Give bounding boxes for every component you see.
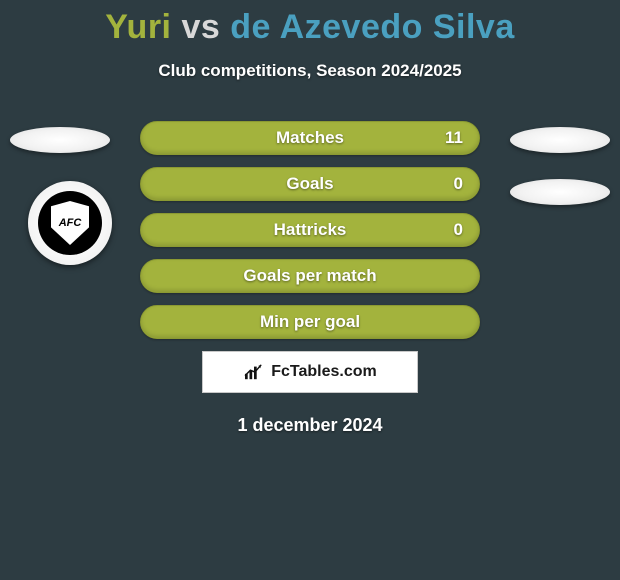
comparison-title: Yuri vs de Azevedo Silva	[0, 0, 620, 47]
stat-value: 11	[445, 128, 463, 148]
stat-label: Matches	[276, 128, 344, 148]
stat-bar: Goals per match	[140, 259, 480, 293]
player1-placeholder-pill	[10, 127, 110, 153]
stat-bar: Hattricks 0	[140, 213, 480, 247]
stat-value: 0	[454, 174, 463, 194]
brand-box[interactable]: FcTables.com	[202, 351, 418, 393]
club-shield-icon: AFC	[51, 201, 89, 245]
stat-bar: Matches 11	[140, 121, 480, 155]
brand-text: FcTables.com	[271, 363, 377, 381]
stat-label: Goals	[286, 174, 333, 194]
player1-name: Yuri	[105, 8, 171, 46]
stat-bar: Min per goal	[140, 305, 480, 339]
club-badge-inner: AFC	[38, 191, 102, 255]
player2-placeholder-pill-2	[510, 179, 610, 205]
snapshot-date: 1 december 2024	[0, 415, 620, 436]
stat-label: Hattricks	[274, 220, 347, 240]
subtitle: Club competitions, Season 2024/2025	[0, 61, 620, 81]
stat-label: Goals per match	[243, 266, 376, 286]
vs-text: vs	[181, 8, 220, 46]
stat-bars: Matches 11 Goals 0 Hattricks 0 Goals per match…	[140, 121, 480, 339]
stat-value: 0	[454, 220, 463, 240]
club-badge: AFC	[28, 181, 112, 265]
comparison-arena: AFC Matches 11 Goals 0 Hattricks 0 Goals per m…	[0, 121, 620, 436]
stat-bar: Goals 0	[140, 167, 480, 201]
player2-name: de Azevedo Silva	[230, 8, 515, 46]
player2-placeholder-pill-1	[510, 127, 610, 153]
brand-chart-icon	[243, 363, 265, 381]
stat-label: Min per goal	[260, 312, 360, 332]
